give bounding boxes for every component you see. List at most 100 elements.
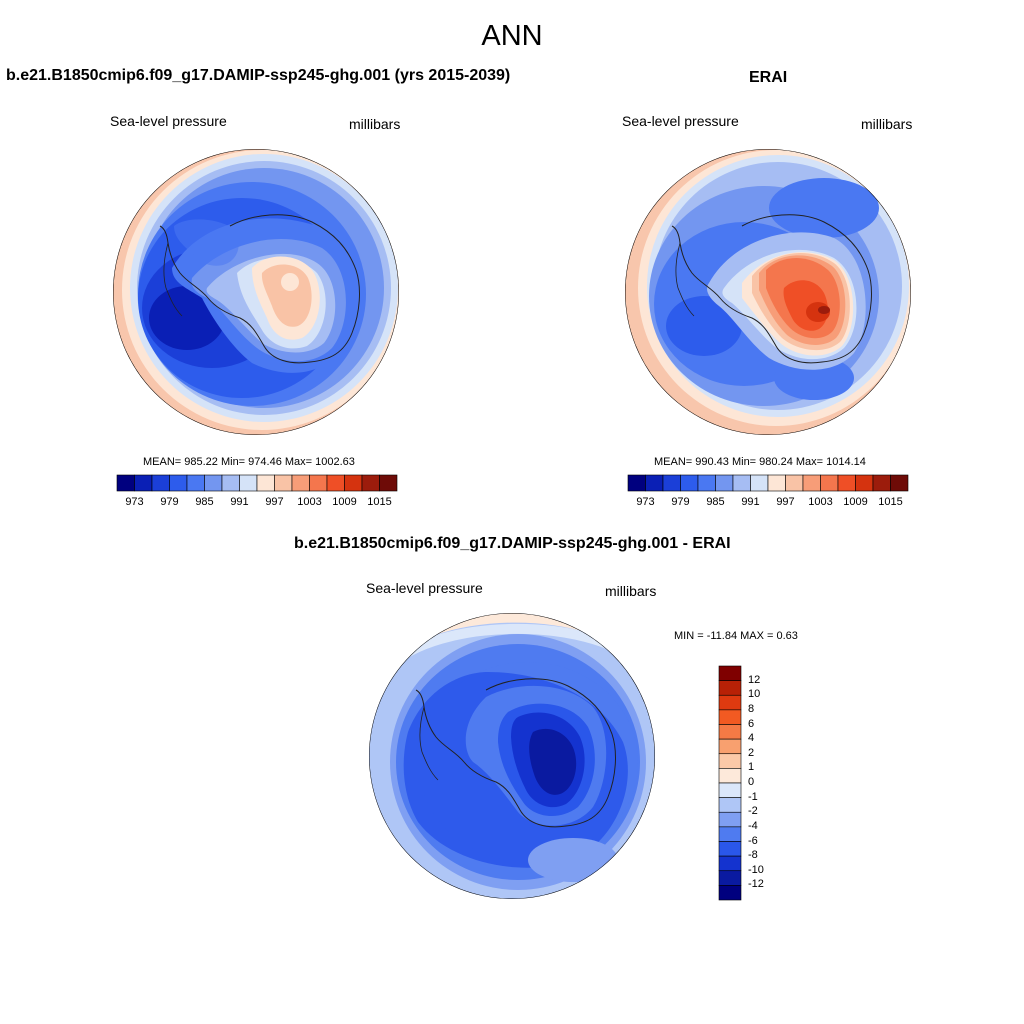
colorbar-swatch	[379, 474, 398, 492]
colorbar-tick-label: 4	[748, 732, 755, 745]
colorbar-swatch	[718, 753, 742, 769]
colorbar-swatch	[820, 474, 839, 492]
colorbar-tick-label: 1015	[878, 496, 903, 508]
colorbar-swatch	[116, 474, 135, 492]
colorbar-swatch	[718, 885, 742, 901]
colorbar-tick-label: 1	[748, 761, 755, 774]
colorbar-swatch	[645, 474, 664, 492]
colorbar-tick-label: 0	[748, 776, 755, 788]
colorbar-swatch	[718, 694, 742, 711]
colorbar-swatch	[718, 841, 742, 857]
colorbar-tick-label: 1009	[332, 496, 357, 508]
colorbar-swatch	[309, 474, 328, 492]
colorbar-tick-label: -1	[748, 790, 758, 803]
colorbar-tick-label: 997	[776, 496, 795, 508]
colorbar-swatch	[680, 474, 699, 492]
panel2-stats: MEAN= 990.43 Min= 980.24 Max= 1014.14	[654, 456, 866, 468]
panel1-colorbar	[116, 474, 398, 492]
panel2-title: ERAI	[749, 69, 788, 86]
colorbar-tick-label: 985	[195, 496, 214, 508]
colorbar-tick-label: 12	[748, 673, 761, 686]
colorbar-swatch	[326, 474, 345, 492]
colorbar-swatch	[151, 474, 170, 492]
panel1-map	[113, 149, 399, 435]
colorbar-tick-label: 979	[671, 496, 690, 508]
colorbar-swatch	[169, 474, 188, 492]
panel3-variable-label: Sea-level pressure	[366, 580, 483, 596]
colorbar-swatch	[274, 474, 293, 492]
colorbar-tick-label: -4	[748, 819, 758, 832]
panel1-title: b.e21.B1850cmip6.f09_g17.DAMIP-ssp245-gh…	[6, 67, 511, 84]
colorbar-swatch	[718, 870, 742, 886]
colorbar-tick-label: 8	[748, 702, 755, 715]
colorbar-swatch	[718, 724, 742, 740]
colorbar-tick-label: 973	[636, 496, 655, 508]
colorbar-swatch	[718, 797, 742, 813]
colorbar-swatch	[718, 855, 742, 872]
colorbar-swatch	[361, 474, 380, 492]
colorbar-swatch	[134, 474, 153, 492]
colorbar-swatch	[697, 474, 716, 492]
colorbar-swatch	[718, 738, 742, 755]
colorbar-swatch	[718, 782, 742, 798]
colorbar-swatch	[718, 826, 742, 842]
colorbar-swatch	[732, 474, 751, 492]
colorbar-swatch	[767, 474, 786, 492]
colorbar-tick-label: 991	[741, 496, 760, 508]
colorbar-swatch	[291, 474, 310, 492]
panel1-stats: MEAN= 985.22 Min= 974.46 Max= 1002.63	[143, 456, 355, 468]
panel3-colorbar	[718, 665, 742, 901]
panel3-colorbar-labels: 12 10 8 6 4 2 1 0 -1 -2 -4 -6 -8 -10 -12	[748, 666, 788, 900]
colorbar-tick-label: -10	[748, 863, 764, 876]
panel2-variable-label: Sea-level pressure	[622, 113, 739, 129]
panel1-variable-label: Sea-level pressure	[110, 113, 227, 129]
colorbar-tick-label: 1003	[808, 496, 833, 508]
colorbar-swatch	[239, 474, 258, 492]
colorbar-swatch	[890, 474, 909, 492]
colorbar-swatch	[718, 680, 742, 696]
colorbar-swatch	[750, 474, 769, 492]
panel2-units-label: millibars	[861, 116, 913, 132]
colorbar-swatch	[855, 474, 874, 492]
colorbar-tick-label: 985	[706, 496, 725, 508]
colorbar-tick-label: 1015	[367, 496, 392, 508]
panel1-units-label: millibars	[349, 116, 401, 132]
colorbar-tick-label: 6	[748, 717, 755, 730]
panel3-stats: MIN = -11.84 MAX = 0.63	[674, 630, 798, 642]
colorbar-swatch	[837, 474, 856, 492]
colorbar-swatch	[715, 474, 734, 492]
colorbar-swatch	[204, 474, 223, 492]
panel2-colorbar-labels: 973 979 985 991 997 1003 1009 1015	[628, 496, 908, 510]
colorbar-swatch	[662, 474, 681, 492]
colorbar-swatch	[344, 474, 363, 492]
colorbar-tick-label: 991	[230, 496, 249, 508]
figure-title: ANN	[481, 20, 543, 52]
colorbar-swatch	[718, 709, 742, 725]
panel3-units-label: millibars	[605, 583, 657, 599]
colorbar-swatch	[785, 474, 804, 492]
colorbar-swatch	[256, 474, 275, 492]
panel3-map	[369, 613, 655, 899]
panel2-map	[625, 149, 911, 435]
colorbar-tick-label: 997	[265, 496, 284, 508]
colorbar-tick-label: -6	[748, 834, 758, 847]
colorbar-tick-label: 1009	[843, 496, 868, 508]
panel1-colorbar-labels: 973 979 985 991 997 1003 1009 1015	[117, 496, 397, 510]
panel2-colorbar	[627, 474, 909, 492]
colorbar-swatch	[718, 768, 742, 784]
colorbar-tick-label: 2	[748, 746, 755, 759]
colorbar-swatch	[718, 665, 742, 681]
colorbar-swatch	[802, 474, 821, 492]
colorbar-tick-label: -2	[748, 805, 758, 818]
colorbar-tick-label: -8	[748, 849, 758, 862]
colorbar-swatch	[627, 474, 646, 492]
colorbar-tick-label: 1003	[297, 496, 322, 508]
colorbar-swatch	[186, 474, 205, 492]
colorbar-tick-label: 10	[748, 688, 761, 701]
colorbar-swatch	[718, 811, 742, 828]
colorbar-tick-label: 979	[160, 496, 179, 508]
colorbar-swatch	[221, 474, 240, 492]
colorbar-tick-label: 973	[125, 496, 144, 508]
panel3-title: b.e21.B1850cmip6.f09_g17.DAMIP-ssp245-gh…	[294, 535, 731, 552]
colorbar-tick-label: -12	[748, 878, 764, 891]
